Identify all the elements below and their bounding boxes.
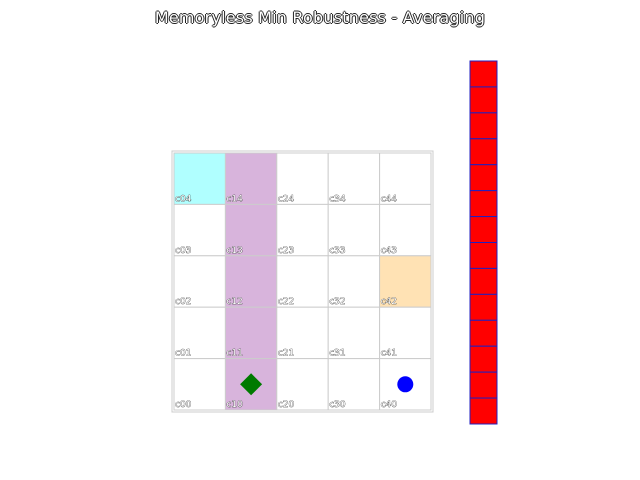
cell-label: c10 [226,400,243,410]
blue-circle-agent-icon [397,376,414,393]
grid-cell-c33: c33 [327,203,381,257]
cell-rect [173,358,226,411]
bar-segment [469,345,498,373]
bar-segment [469,164,498,192]
grid-cell-c00: c00 [173,358,226,411]
cell-label: c42 [381,297,397,307]
bar-segment [469,112,498,140]
bar-segment [469,86,498,114]
cell-rect [327,358,381,411]
cell-label: c21 [278,349,294,359]
cell-label: c00 [175,400,192,410]
cell-label: c30 [329,400,346,410]
grid-frame [171,150,434,413]
cell-rect [379,203,432,257]
bar-segment [469,319,498,347]
grid-cell-c11: c11 [224,306,278,360]
cell-label: c24 [278,194,295,204]
cell-rect [276,306,329,360]
grid-cell-c41: c41 [379,306,432,360]
cell-label: c11 [226,349,242,359]
cell-label: c34 [329,194,346,204]
cell-label: c31 [329,349,345,359]
grid-cell-c21: c21 [276,306,329,360]
grid-cell-c20: c20 [276,358,329,411]
bar-segment [469,60,498,88]
bar-segment [469,138,498,166]
grid-cell-c43: c43 [379,203,432,257]
grid-cell-c13: c13 [224,203,278,257]
cell-rect [379,306,432,360]
cell-rect [276,358,329,411]
cell-rect [327,255,381,308]
cell-label: c20 [278,400,295,410]
cell-label: c02 [175,297,191,307]
cell-rect [327,203,381,257]
bar-segment [469,397,498,425]
cell-label: c12 [226,297,242,307]
grid-cell-c30: c30 [327,358,381,411]
grid-cell-c12: c12 [224,255,278,308]
bar-segment [469,216,498,243]
cell-label: c23 [278,246,294,256]
bar-segment [469,267,498,295]
grid-cell-c42: c42 [379,255,432,308]
grid-cell-c01: c01 [173,306,226,360]
bar-segment [469,190,498,218]
grid-cell-c14: c14 [224,152,278,205]
grid: c04 c14 c24 c34 c44 c03 c13 c23 c33 c43 c02 c12 c22 c… [171,150,434,413]
cell-label: c40 [381,400,398,410]
cell-label: c41 [381,349,397,359]
grid-cell-c24: c24 [276,152,329,205]
grid-cell-c02: c02 [173,255,226,308]
cell-label: c13 [226,246,242,256]
cell-rect [224,152,278,205]
bar-segment [469,242,498,269]
cell-rect [327,306,381,360]
agents [240,373,414,396]
cell-label: c03 [175,246,191,256]
cell-label: c14 [226,194,243,204]
cell-label: c04 [175,194,192,204]
cell-rect [173,306,226,360]
cell-rect [379,255,432,308]
cell-rect [173,152,226,205]
grid-cell-c44: c44 [379,152,432,205]
grid-cell-c32: c32 [327,255,381,308]
cell-label: c22 [278,297,294,307]
grid-cell-c03: c03 [173,203,226,257]
cell-rect [276,255,329,308]
page-title: Memoryless Min Robustness - Averaging [154,8,486,27]
cell-label: c44 [381,194,398,204]
cell-rect [276,152,329,205]
cell-rect [224,255,278,308]
grid-cell-c34: c34 [327,152,381,205]
cell-label: c32 [329,297,345,307]
grid-cell-c04: c04 [173,152,226,205]
bar-segment [469,293,498,321]
grid-cell-c31: c31 [327,306,381,360]
green-diamond-agent-icon [240,373,263,396]
cell-label: c43 [381,246,397,256]
cell-label: c33 [329,246,345,256]
bar-segment [469,371,498,399]
grid-cell-c22: c22 [276,255,329,308]
cell-rect [224,306,278,360]
grid-cell-c23: c23 [276,203,329,257]
robustness-bar [469,60,498,425]
cell-rect [276,203,329,257]
cell-label: c01 [175,349,191,359]
